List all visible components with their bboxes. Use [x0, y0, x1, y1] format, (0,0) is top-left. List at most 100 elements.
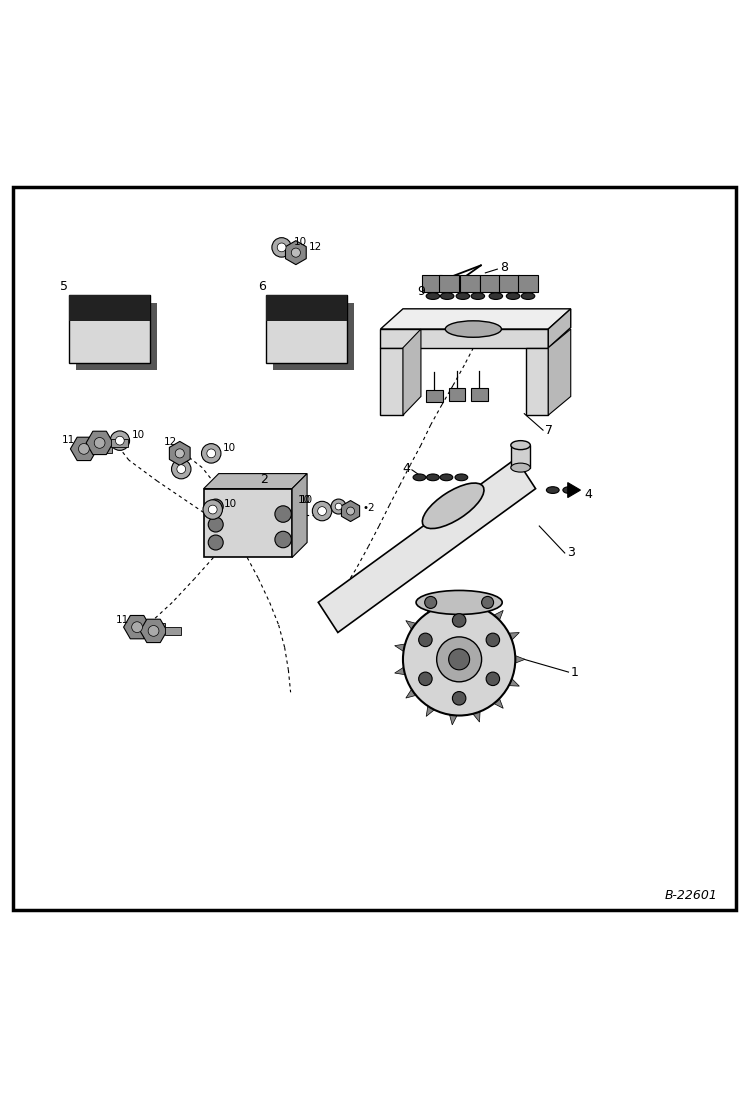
- Text: 10: 10: [300, 495, 313, 505]
- Polygon shape: [292, 474, 307, 557]
- Circle shape: [148, 625, 159, 636]
- Polygon shape: [406, 621, 416, 630]
- Ellipse shape: [426, 293, 440, 299]
- Ellipse shape: [489, 293, 503, 299]
- Polygon shape: [86, 431, 113, 454]
- Ellipse shape: [427, 474, 439, 480]
- Bar: [76, 303, 157, 371]
- Ellipse shape: [511, 463, 530, 472]
- Ellipse shape: [563, 487, 575, 494]
- FancyBboxPatch shape: [449, 388, 465, 400]
- FancyBboxPatch shape: [480, 275, 500, 292]
- Polygon shape: [473, 712, 480, 722]
- Text: 11: 11: [115, 614, 129, 624]
- Text: 5: 5: [60, 280, 68, 293]
- Ellipse shape: [511, 441, 530, 450]
- Circle shape: [336, 504, 342, 510]
- Circle shape: [347, 507, 354, 514]
- Polygon shape: [169, 441, 190, 465]
- Polygon shape: [318, 459, 536, 633]
- Text: 10: 10: [132, 430, 145, 440]
- Bar: [511, 445, 530, 467]
- Text: B-22601: B-22601: [664, 889, 718, 902]
- Ellipse shape: [471, 293, 485, 299]
- Circle shape: [403, 603, 515, 715]
- Circle shape: [172, 460, 191, 479]
- Polygon shape: [124, 615, 151, 638]
- Text: 12: 12: [309, 241, 322, 251]
- Circle shape: [452, 613, 466, 627]
- Circle shape: [132, 622, 142, 633]
- Text: •2: •2: [363, 504, 375, 513]
- FancyBboxPatch shape: [471, 388, 488, 400]
- Circle shape: [203, 500, 222, 519]
- Polygon shape: [526, 348, 548, 415]
- Circle shape: [208, 506, 217, 513]
- Polygon shape: [406, 689, 416, 698]
- Circle shape: [275, 531, 291, 547]
- Ellipse shape: [413, 474, 426, 480]
- Polygon shape: [342, 500, 360, 521]
- Ellipse shape: [506, 293, 520, 299]
- Circle shape: [94, 438, 105, 449]
- Circle shape: [272, 238, 291, 257]
- Text: 4: 4: [584, 488, 592, 501]
- Bar: [95, 445, 112, 453]
- Polygon shape: [548, 329, 571, 415]
- Circle shape: [175, 449, 184, 457]
- Circle shape: [452, 691, 466, 705]
- Polygon shape: [285, 240, 306, 264]
- Bar: [111, 439, 127, 446]
- Circle shape: [208, 499, 223, 514]
- Text: 12: 12: [164, 437, 178, 448]
- Circle shape: [110, 431, 130, 451]
- Polygon shape: [509, 679, 519, 686]
- Circle shape: [419, 672, 432, 686]
- Circle shape: [177, 465, 186, 474]
- Text: 10: 10: [297, 495, 311, 505]
- Bar: [204, 488, 292, 557]
- Polygon shape: [426, 706, 434, 716]
- Ellipse shape: [546, 487, 559, 494]
- Bar: [165, 627, 181, 635]
- Bar: [69, 295, 150, 363]
- Circle shape: [318, 507, 327, 516]
- Circle shape: [201, 443, 221, 463]
- Circle shape: [419, 633, 432, 646]
- Text: 4: 4: [402, 462, 410, 475]
- Polygon shape: [380, 309, 571, 329]
- Ellipse shape: [440, 293, 454, 299]
- FancyBboxPatch shape: [518, 275, 538, 292]
- Polygon shape: [395, 667, 405, 675]
- FancyBboxPatch shape: [460, 275, 480, 292]
- Polygon shape: [494, 699, 503, 709]
- Circle shape: [277, 244, 286, 252]
- Polygon shape: [70, 438, 97, 461]
- Text: 10: 10: [224, 499, 237, 509]
- Polygon shape: [449, 593, 457, 603]
- Text: 9: 9: [417, 285, 425, 298]
- Text: 3: 3: [567, 546, 575, 559]
- Bar: [69, 295, 150, 321]
- Ellipse shape: [455, 474, 467, 480]
- Polygon shape: [494, 610, 503, 620]
- Ellipse shape: [445, 320, 502, 337]
- Text: 10: 10: [222, 443, 236, 453]
- Ellipse shape: [521, 293, 535, 299]
- Circle shape: [486, 633, 500, 646]
- Circle shape: [275, 506, 291, 522]
- Circle shape: [79, 443, 89, 454]
- Polygon shape: [380, 329, 548, 348]
- Ellipse shape: [440, 474, 452, 480]
- Text: 2: 2: [260, 473, 267, 486]
- Polygon shape: [426, 602, 434, 612]
- Circle shape: [208, 535, 223, 550]
- Bar: [266, 295, 347, 363]
- Ellipse shape: [456, 293, 470, 299]
- Polygon shape: [395, 644, 405, 652]
- Circle shape: [486, 672, 500, 686]
- Circle shape: [115, 437, 124, 445]
- Circle shape: [482, 597, 494, 609]
- Polygon shape: [473, 597, 480, 607]
- Circle shape: [437, 637, 482, 682]
